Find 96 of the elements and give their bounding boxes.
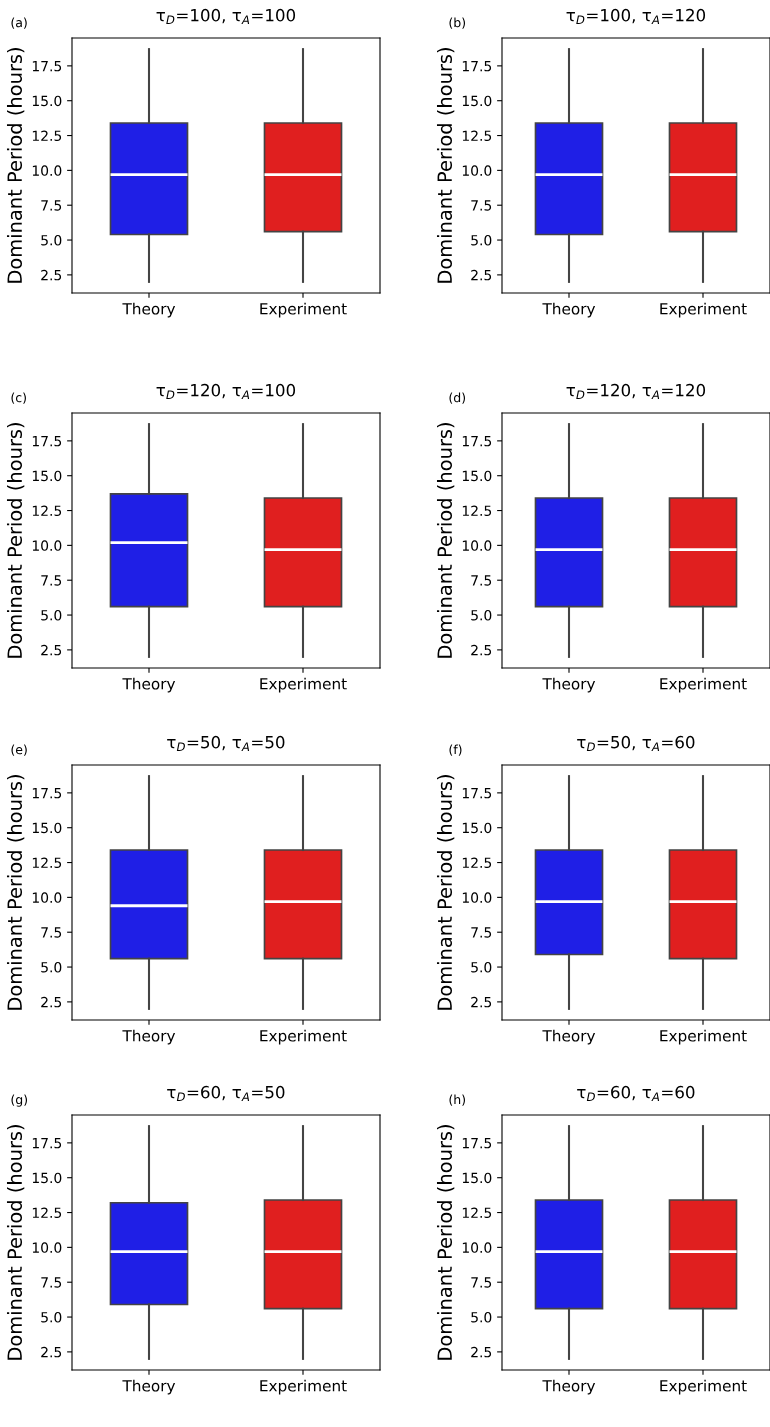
y-axis-title: Dominant Period (hours) [6,423,25,658]
y-tick-label: 10.0 [462,540,492,551]
x-tick-label: Theory [542,1379,596,1395]
y-tick-label: 12.5 [462,857,492,869]
y-tick-label: 15.0 [32,822,62,834]
y-tick-label: 5.0 [41,1312,62,1323]
chart-title: τ$_{D}$=120, τ$_{A}$=100 [156,383,296,399]
y-tick-label: 2.5 [41,269,62,281]
y-tick-label: 2.5 [471,269,492,281]
y-tick-label: 7.5 [471,200,492,211]
y-tick-label: 12.5 [32,505,62,517]
x-tick-label: Theory [122,1029,176,1045]
y-tick-label: 15.0 [462,95,492,107]
y-tick-label: 2.5 [41,996,62,1008]
x-tick-label: Experiment [660,1379,747,1395]
text: (a) [11,17,27,29]
y-tick-label: 10.0 [32,1242,62,1253]
y-tick-label: 2.5 [471,644,492,656]
y-tick-label: 15.0 [462,1172,492,1184]
text: (e) [11,744,27,756]
y-tick-label: 12.5 [462,1207,492,1219]
y-tick-label: 10.0 [32,165,62,176]
y-tick-label: 7.5 [41,1277,62,1288]
y-tick-label: 7.5 [41,575,62,586]
x-tick-label: Theory [542,1029,596,1045]
chart-title: τ$_{D}$=60, τ$_{A}$=50 [167,1085,285,1101]
x-tick-label: Experiment [660,677,747,693]
x-tick-label: Experiment [660,302,747,318]
x-tick-label: Theory [542,677,596,693]
y-axis-title: Dominant Period (hours) [436,423,455,658]
y-tick-label: 15.0 [32,95,62,107]
y-tick-label: 7.5 [41,200,62,211]
y-tick-label: 10.0 [462,165,492,176]
x-tick-label: Theory [122,677,176,693]
x-tick-label: Theory [122,1379,176,1395]
y-tick-label: 5.0 [471,235,492,246]
y-tick-label: 5.0 [471,610,492,621]
y-tick-label: 12.5 [32,1207,62,1219]
y-tick-label: 10.0 [462,892,492,903]
y-tick-label: 17.5 [462,61,492,72]
x-tick-label: Theory [542,302,596,318]
text: (d) [449,392,466,404]
y-tick-label: 10.0 [462,1242,492,1253]
y-tick-label: 17.5 [32,788,62,799]
y-tick-label: 17.5 [32,436,62,447]
chart-title: τ$_{D}$=50, τ$_{A}$=60 [577,735,695,751]
y-axis-title: Dominant Period (hours) [436,775,455,1010]
y-tick-label: 5.0 [41,610,62,621]
y-tick-label: 7.5 [471,575,492,586]
y-tick-label: 12.5 [32,857,62,869]
y-tick-label: 17.5 [32,1138,62,1149]
y-axis-title: Dominant Period (hours) [6,775,25,1010]
y-tick-label: 5.0 [41,962,62,973]
y-tick-label: 7.5 [471,1277,492,1288]
y-tick-label: 12.5 [32,130,62,142]
y-tick-label: 17.5 [462,788,492,799]
y-tick-label: 5.0 [471,962,492,973]
y-tick-label: 12.5 [462,505,492,517]
x-tick-label: Experiment [260,302,347,318]
y-tick-label: 2.5 [471,996,492,1008]
y-axis-title: Dominant Period (hours) [6,1125,25,1360]
y-tick-label: 10.0 [32,892,62,903]
chart-title: τ$_{D}$=100, τ$_{A}$=100 [156,8,296,24]
y-tick-label: 5.0 [41,235,62,246]
y-tick-label: 2.5 [471,1346,492,1358]
x-tick-label: Experiment [660,1029,747,1045]
y-tick-label: 2.5 [41,1346,62,1358]
y-axis-title: Dominant Period (hours) [436,48,455,283]
x-tick-label: Experiment [260,677,347,693]
text: (c) [11,392,26,404]
x-tick-label: Theory [122,302,176,318]
chart-title: τ$_{D}$=120, τ$_{A}$=120 [566,383,706,399]
y-tick-label: 12.5 [462,130,492,142]
y-tick-label: 17.5 [32,61,62,72]
y-tick-label: 7.5 [41,927,62,938]
text: (g) [11,1094,28,1107]
y-tick-label: 5.0 [471,1312,492,1323]
y-tick-label: 2.5 [41,644,62,656]
x-tick-label: Experiment [260,1029,347,1045]
y-tick-label: 17.5 [462,436,492,447]
y-tick-label: 7.5 [471,927,492,938]
y-tick-label: 17.5 [462,1138,492,1149]
y-tick-label: 10.0 [32,540,62,551]
x-tick-label: Experiment [260,1379,347,1395]
text: (f) [449,744,462,756]
chart-title: τ$_{D}$=50, τ$_{A}$=50 [167,735,285,751]
y-axis-title: Dominant Period (hours) [6,48,25,283]
chart-title: τ$_{D}$=100, τ$_{A}$=120 [566,8,706,24]
y-tick-label: 15.0 [462,822,492,834]
chart-title: τ$_{D}$=60, τ$_{A}$=60 [577,1085,695,1101]
y-tick-label: 15.0 [32,470,62,482]
y-axis-title: Dominant Period (hours) [436,1125,455,1360]
text: (h) [449,1094,465,1106]
y-tick-label: 15.0 [462,470,492,482]
text: (b) [449,17,466,29]
y-tick-label: 15.0 [32,1172,62,1184]
